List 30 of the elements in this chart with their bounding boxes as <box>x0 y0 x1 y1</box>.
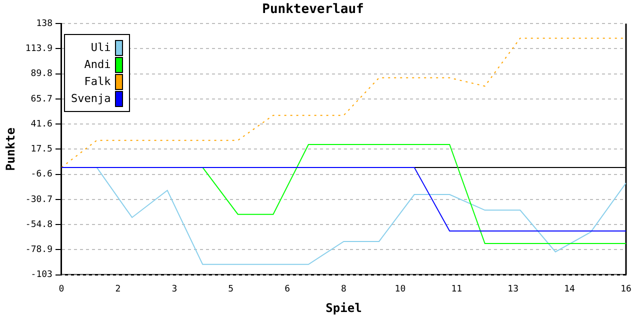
x-tick-label: 3 <box>172 284 178 295</box>
x-tick-label: 10 <box>394 284 406 295</box>
y-tick-label: -30.7 <box>25 194 52 205</box>
y-tick-label: 138 <box>36 18 52 29</box>
x-tick-label: 0 <box>58 284 64 295</box>
x-tick-label: 14 <box>564 284 575 295</box>
x-tick-label: 6 <box>284 284 290 295</box>
y-tick-label: 41.6 <box>30 119 52 130</box>
chart-title: Punkteverlauf <box>262 2 364 18</box>
y-tick-label: 89.8 <box>30 69 52 80</box>
legend-label: Andi <box>84 58 111 71</box>
y-tick-label: -78.9 <box>25 245 52 256</box>
x-tick-label: 8 <box>341 284 346 295</box>
legend-label: Falk <box>84 75 111 88</box>
x-axis-title: Spiel <box>326 300 362 315</box>
legend-label: Uli <box>90 41 111 54</box>
y-axis-title: Punkte <box>3 128 18 171</box>
x-tick-label: 13 <box>508 284 519 295</box>
line-series <box>61 38 626 168</box>
y-tick-label: -54.8 <box>25 220 52 230</box>
legend-label: Svenja <box>71 92 111 105</box>
x-tick-label: 2 <box>115 284 121 295</box>
y-tick-label: -6.6 <box>30 170 52 180</box>
x-tick-label: 16 <box>620 284 632 295</box>
x-tick-label: 11 <box>451 284 462 295</box>
x-tick-label: 5 <box>228 284 234 295</box>
y-tick-label: -103 <box>30 270 52 280</box>
y-tick-label: 17.5 <box>30 144 52 155</box>
y-tick-label: 65.7 <box>30 94 52 104</box>
y-tick-label: 113.9 <box>25 44 52 54</box>
